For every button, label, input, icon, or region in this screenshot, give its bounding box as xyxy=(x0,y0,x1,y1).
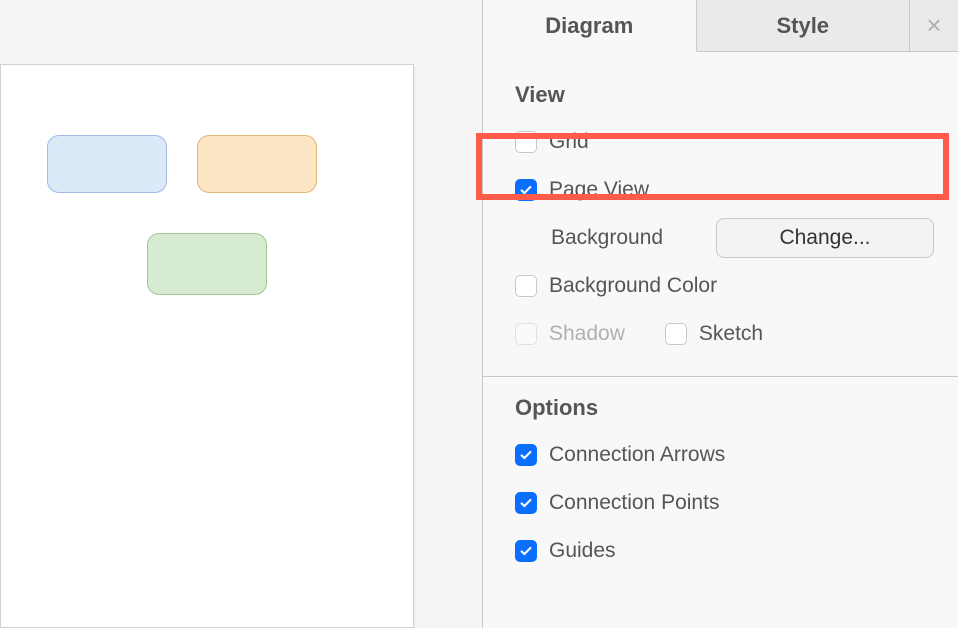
connection-points-checkbox[interactable] xyxy=(515,492,537,514)
section-divider xyxy=(483,376,958,377)
shadow-sketch-row: Shadow Sketch xyxy=(515,310,934,358)
shadow-label: Shadow xyxy=(549,322,625,346)
tab-style[interactable]: Style xyxy=(697,0,911,51)
grid-label: Grid xyxy=(549,130,589,154)
connection-arrows-row: Connection Arrows xyxy=(515,431,934,479)
options-section-title: Options xyxy=(515,395,934,421)
sketch-row: Sketch xyxy=(665,322,763,346)
connection-arrows-label: Connection Arrows xyxy=(549,443,725,467)
canvas-area[interactable] xyxy=(0,0,482,628)
sketch-label: Sketch xyxy=(699,322,763,346)
guides-checkbox[interactable] xyxy=(515,540,537,562)
shadow-row: Shadow xyxy=(515,322,625,346)
canvas-shape[interactable] xyxy=(197,135,317,193)
page-view-row: Page View xyxy=(515,166,934,214)
sidebar-tabs: Diagram Style × xyxy=(483,0,958,52)
page-view-checkbox[interactable] xyxy=(515,179,537,201)
format-sidebar: Diagram Style × View Grid Page View Back… xyxy=(482,0,958,628)
canvas-shape[interactable] xyxy=(47,135,167,193)
guides-label: Guides xyxy=(549,539,616,563)
panel-body: View Grid Page View Background Change...… xyxy=(483,52,958,575)
canvas-shape[interactable] xyxy=(147,233,267,295)
background-label: Background xyxy=(551,226,663,250)
connection-points-row: Connection Points xyxy=(515,479,934,527)
connection-points-label: Connection Points xyxy=(549,491,719,515)
canvas-page[interactable] xyxy=(0,64,414,628)
change-background-button[interactable]: Change... xyxy=(716,218,934,258)
background-row: Background Change... xyxy=(515,214,934,262)
view-section-title: View xyxy=(515,82,934,108)
grid-row: Grid xyxy=(515,118,934,166)
close-icon: × xyxy=(926,10,941,41)
shadow-checkbox xyxy=(515,323,537,345)
background-color-row: Background Color xyxy=(515,262,934,310)
background-color-label: Background Color xyxy=(549,274,717,298)
tab-diagram[interactable]: Diagram xyxy=(483,0,697,52)
sketch-checkbox[interactable] xyxy=(665,323,687,345)
page-view-label: Page View xyxy=(549,178,649,202)
guides-row: Guides xyxy=(515,527,934,575)
close-sidebar-button[interactable]: × xyxy=(910,0,958,51)
background-color-checkbox[interactable] xyxy=(515,275,537,297)
connection-arrows-checkbox[interactable] xyxy=(515,444,537,466)
grid-checkbox[interactable] xyxy=(515,131,537,153)
